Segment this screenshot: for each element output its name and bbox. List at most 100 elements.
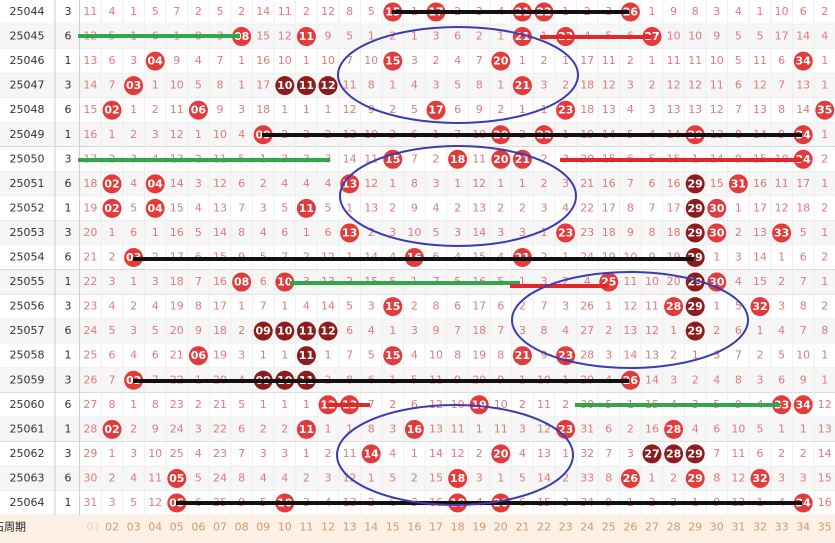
miss-count: 12 — [170, 128, 184, 141]
ball-number: 30 — [709, 202, 725, 215]
ellipse — [511, 271, 749, 369]
miss-count: 6 — [800, 251, 807, 264]
ball — [793, 149, 813, 169]
miss-count: 2 — [541, 54, 548, 67]
ellipse — [336, 404, 574, 506]
ball — [296, 198, 316, 218]
miss-count: 12 — [775, 201, 789, 214]
count: 1 — [65, 496, 72, 509]
ball-number: 11 — [299, 30, 314, 43]
miss-count: 18 — [580, 103, 594, 116]
miss-count: 1 — [757, 5, 764, 18]
miss-count: 13 — [623, 324, 637, 337]
count: 6 — [65, 177, 72, 190]
miss-count: 2 — [260, 177, 267, 190]
miss-count: 11 — [537, 398, 551, 411]
count: 6 — [65, 251, 72, 264]
miss-count: 2 — [541, 152, 548, 165]
miss-count: 3 — [109, 496, 116, 509]
miss-count: 3 — [627, 447, 634, 460]
miss-count: 1 — [562, 447, 569, 460]
ball-number: 11 — [299, 423, 314, 436]
footer-number: 04 — [148, 521, 162, 534]
miss-count: 9 — [152, 422, 159, 435]
miss-count: 5 — [325, 201, 332, 214]
miss-count: 8 — [605, 471, 612, 484]
ball — [685, 444, 705, 464]
miss-count: 5 — [109, 324, 116, 337]
miss-count: 18 — [83, 177, 97, 190]
miss-count: 18 — [472, 324, 486, 337]
ball — [102, 419, 122, 439]
miss-count: 3 — [670, 373, 677, 386]
miss-count: 14 — [623, 349, 637, 362]
ball — [102, 100, 122, 120]
miss-count: 18 — [796, 201, 810, 214]
miss-count: 13 — [472, 201, 486, 214]
miss-count: 15 — [256, 30, 270, 43]
footer-number: 18 — [451, 521, 465, 534]
miss-count: 17 — [213, 300, 227, 313]
footer-number: 05 — [170, 521, 184, 534]
miss-count: 3 — [195, 177, 202, 190]
miss-count: 28 — [83, 422, 97, 435]
ball-number: 19 — [472, 398, 487, 411]
footer-number: 17 — [429, 521, 443, 534]
miss-count: 13 — [753, 103, 767, 116]
miss-count: 1 — [800, 422, 807, 435]
footer-number: 26 — [623, 521, 637, 534]
miss-count: 7 — [109, 79, 116, 92]
miss-count: 18 — [256, 103, 270, 116]
miss-count: 14 — [429, 447, 443, 460]
miss-count: 4 — [130, 177, 137, 190]
miss-count: 5 — [195, 79, 202, 92]
miss-count: 2 — [670, 349, 677, 362]
miss-count: 13 — [213, 201, 227, 214]
miss-count: 1 — [778, 422, 785, 435]
ball — [404, 419, 424, 439]
miss-count: 30 — [83, 471, 97, 484]
miss-count: 7 — [454, 324, 461, 337]
miss-count: 20 — [83, 226, 97, 239]
count: 3 — [65, 447, 72, 460]
miss-count: 7 — [346, 349, 353, 362]
miss-count: 2 — [821, 300, 828, 313]
miss-count: 21 — [213, 398, 227, 411]
miss-count: 2 — [433, 54, 440, 67]
ball-number: 11 — [299, 79, 314, 92]
miss-count: 2 — [368, 226, 375, 239]
miss-count: 3 — [130, 447, 137, 460]
miss-count: 1 — [411, 30, 418, 43]
miss-count: 4 — [109, 300, 116, 313]
ball-number: 16 — [407, 423, 423, 436]
miss-count: 4 — [195, 54, 202, 67]
miss-count: 4 — [260, 226, 267, 239]
miss-count: 2 — [757, 349, 764, 362]
miss-count: 4 — [109, 5, 116, 18]
miss-count: 9 — [411, 201, 418, 214]
miss-count: 13 — [667, 103, 681, 116]
miss-count: 24 — [213, 471, 227, 484]
ball-number: 29 — [688, 472, 703, 485]
miss-count: 8 — [778, 103, 785, 116]
miss-count: 16 — [602, 177, 616, 190]
miss-count: 8 — [627, 201, 634, 214]
miss-count: 25 — [83, 349, 97, 362]
footer-number: 31 — [731, 521, 745, 534]
miss-count: 1 — [605, 300, 612, 313]
miss-count: 11 — [451, 422, 465, 435]
ball — [556, 100, 576, 120]
miss-count: 23 — [580, 226, 594, 239]
miss-count: 8 — [454, 349, 461, 362]
ball — [664, 297, 684, 317]
row-bg — [0, 48, 835, 74]
ball — [340, 174, 360, 194]
ball — [340, 223, 360, 243]
miss-count: 2 — [562, 398, 569, 411]
footer: 绿石周期 02 03 04 05 06 07 08 09 10 11 12 13 14 15 16 17 18 19… — [0, 515, 835, 543]
miss-count: 29 — [83, 447, 97, 460]
issue: 25047 — [10, 79, 45, 92]
miss-count: 6 — [454, 300, 461, 313]
miss-count: 3 — [433, 79, 440, 92]
miss-count: 15 — [818, 471, 832, 484]
